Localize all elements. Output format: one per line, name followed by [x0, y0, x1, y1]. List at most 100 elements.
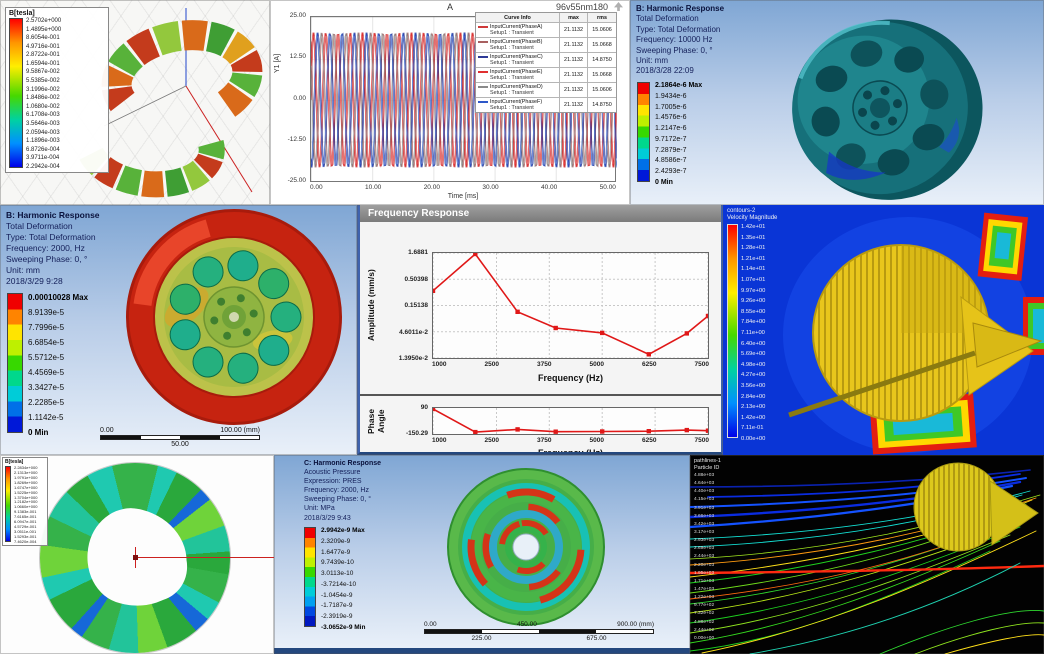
panel-current-plot: A 96v55nm180 Y1 [A] 25.00 12.50 0.00 -12.50…: [270, 0, 630, 205]
ruler-label: 450.00: [516, 621, 537, 628]
scale-value: 2.44e+02: [694, 627, 715, 633]
wheel-red-art: [126, 209, 342, 425]
data-marker: [600, 429, 605, 434]
scale-value: 7.11e-01: [741, 425, 764, 432]
x-tick: 7500: [694, 437, 709, 444]
panel-acoustic-pressure: C: Harmonic Response Acoustic Pressure Exp…: [274, 455, 690, 654]
plot-title: A: [446, 2, 453, 12]
x-tick: 5000: [589, 361, 604, 368]
scale-value: 8.9139e-5: [28, 308, 65, 317]
header-line: Type: Total Deformation: [6, 232, 96, 243]
y-tick: -150.29: [405, 430, 428, 437]
curve-table-row: InputCurrent(PhaseD) Setup1 : Transient 21…: [476, 83, 616, 98]
ruler-label: 225.00: [471, 635, 492, 642]
pin-icon[interactable]: [614, 2, 623, 11]
scale-value: 1.42e+00: [741, 414, 766, 421]
result-header: B: Harmonic Response Total Deformation Typ…: [6, 210, 100, 287]
flux-legend-value: 1.6594e-001: [26, 60, 60, 67]
header-line: Frequency: 2000, Hz: [304, 487, 369, 495]
scale-value: 7.84e+00: [741, 319, 766, 326]
curve-color-swatch: [478, 71, 488, 73]
flux-legend-value: 3.9711e-004: [26, 155, 60, 162]
curve-color-swatch: [478, 86, 488, 88]
scale-value: 1.1142e-5: [28, 413, 64, 422]
phase-plot: [432, 407, 709, 435]
model-label: 96v55nm180: [555, 2, 608, 12]
flux-legend-value: 9.1383e-001: [14, 509, 37, 515]
result-scale: 2.1864e-6 Max 1.9434e-6 1.7005e-6 1.4576e-6…: [637, 82, 702, 186]
flux-legend-value: 2.5702e+000: [26, 18, 62, 24]
flux-legend-value: 2.2834e+000: [14, 465, 38, 470]
scale-value: 4.8586e-7: [655, 157, 687, 165]
scale-value: 2.84e+00: [741, 393, 766, 400]
ruler-segment: [482, 630, 539, 633]
scale-value: 1.9434e-6: [655, 92, 687, 100]
data-marker: [473, 429, 478, 434]
scale-value: 4.88e+02: [694, 619, 715, 625]
cfd-art: [723, 205, 1044, 455]
ruler-segment: [101, 436, 141, 439]
scale-ruler: 0.00 450.00 900.00 (mm) 225.00 675.00: [424, 621, 654, 642]
x-tick: 50.00: [599, 184, 616, 191]
ruler-segment: [425, 630, 482, 633]
x-tick: 6250: [642, 437, 657, 444]
amplitude-curve: [433, 253, 708, 358]
ruler-bar: [100, 435, 260, 440]
flux-legend-box: B[tesla] 2.2834e+000 2.1313e+000 1.9791e+0…: [2, 457, 48, 546]
scale-value: 2.1864e-6 Max: [655, 82, 703, 89]
scale-value: 1.95e+03: [694, 570, 715, 576]
header-line: Frequency: 2000, Hz: [6, 243, 85, 254]
flux-legend-value: 1.3704e+000: [14, 494, 38, 500]
stator-ring: [101, 20, 263, 117]
y-tick: 1.3950e-2: [398, 355, 428, 362]
scale-value: 4.88e+03: [694, 473, 715, 478]
x-axis-ticks: 0.00 10.00 20.00 30.00 40.00 50.00: [310, 184, 616, 191]
cfd-legend: contours-2 Velocity Magnitude 1.42e+01 1.…: [727, 208, 777, 442]
flux-legend-value: 6.8726e-004: [26, 146, 60, 153]
window-titlebar[interactable]: Frequency Response: [360, 205, 721, 222]
data-marker: [705, 428, 708, 433]
amplitude-plot: [432, 252, 709, 359]
scale-value: 9.97e+00: [741, 287, 766, 294]
scale-value: 4.15e+03: [694, 497, 715, 503]
scale-value: 0.00e+00: [694, 635, 715, 641]
crosshair-center: [133, 555, 138, 560]
curve-color-swatch: [478, 56, 488, 58]
result-colorbar: [304, 527, 316, 627]
cfd-legend-line2: Velocity Magnitude: [727, 215, 778, 221]
flux-legend-value: 5.5385e-002: [26, 78, 60, 85]
result-header: B: Harmonic Response Total Deformation Typ…: [636, 4, 724, 77]
scale-value: 1.7005e-6: [655, 103, 687, 111]
header-line: Total Deformation: [6, 221, 73, 232]
header-line: 2018/3/29 9:28: [6, 276, 63, 287]
scale-value: 7.2879e-7: [655, 146, 687, 154]
scale-value: 2.3209e-9: [321, 537, 351, 545]
data-line: [433, 408, 708, 433]
data-marker: [684, 427, 689, 433]
axis-line-gray: [103, 85, 187, 127]
header-line: B: Harmonic Response: [636, 4, 725, 13]
panel-pathlines: pathlines-1 Particle ID 4.88e+03 4.64e+03…: [690, 455, 1044, 654]
scale-ruler: 0.00 100.00 (mm) 50.00: [100, 427, 260, 448]
curve-color-swatch: [478, 41, 488, 43]
header-line: Sweeping Phase: 0, °: [636, 45, 713, 55]
chart-divider: [360, 394, 721, 396]
flux-legend-values: 2.5702e+000 1.4895e+000 8.6054e-001 4.9716e…: [26, 18, 98, 170]
curve-color-swatch: [478, 101, 488, 103]
scale-value: 7.7996e-5: [28, 323, 65, 332]
phase-axis-label: Phase Angle: [366, 408, 386, 434]
flux-legend-value: 1.4895e+000: [26, 26, 62, 33]
scale-value: 3.66e+03: [694, 513, 715, 519]
x-tick: 40.00: [541, 184, 558, 191]
pathlines-scale-values: 4.88e+03 4.64e+03 4.40e+03 4.15e+03 3.91e+03…: [694, 473, 721, 641]
curve-info-table: Curve Info max rms InputCurrent(PhaseA) Setu…: [475, 12, 617, 113]
axis-line-red: [185, 85, 253, 193]
scale-value: -3.7214e-10: [321, 580, 357, 588]
panel-harmonic-10000: B: Harmonic Response Total Deformation Typ…: [630, 0, 1044, 205]
scale-value: 2.93e+03: [694, 538, 715, 544]
amplitude-y-ticks: 1.6881 0.50398 0.15138 4.6011e-2 1.3950e-2: [384, 249, 428, 362]
pathlines-art: [690, 462, 1044, 654]
y-tick: 90: [420, 404, 428, 411]
flux-legend-value: 8.6054e-001: [26, 35, 60, 42]
flux-legend-value: 4.9716e-001: [26, 43, 60, 50]
